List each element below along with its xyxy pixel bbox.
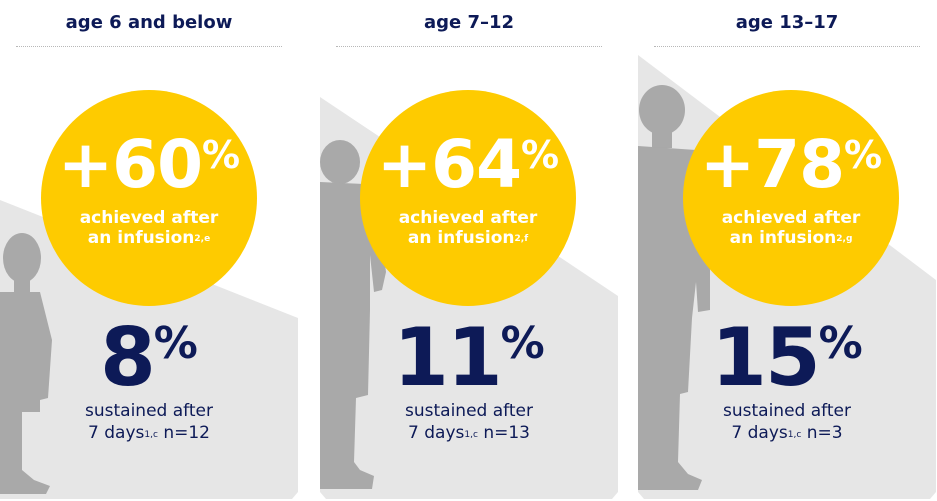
achieved-line-2-text: an infusion [407, 228, 515, 248]
achieved-value: +78 [699, 126, 845, 203]
achieved-percentage: +60% [41, 132, 257, 198]
achieved-line-2-text: an infusion [87, 228, 195, 248]
sustained-days: 7 days [408, 423, 465, 443]
achieved-line-1: achieved after [79, 208, 219, 228]
age-group-heading: age 6 and below [65, 12, 233, 33]
achieved-reference: 2,f [514, 234, 529, 244]
age-group-column-13-17: age 13–17 +78% achieved after an infusio… [638, 0, 936, 501]
sustained-percentage: 15% [638, 318, 936, 398]
achieved-line-2: an infusion2,e [41, 228, 257, 248]
sustained-percentage: 11% [320, 318, 618, 398]
achieved-line-2: an infusion2,g [683, 228, 899, 248]
sustained-unit: % [818, 318, 863, 369]
achieved-percentage: +64% [360, 132, 576, 198]
age-group-column-7-12: age 7–12 +64% achieved after an infusion… [320, 0, 618, 501]
achieved-value: +60 [57, 126, 203, 203]
sustained-reference: 1,c [787, 430, 802, 440]
sustained-line-1: sustained after [85, 401, 213, 421]
sustained-percentage: 8% [0, 318, 298, 398]
achieved-line-2: an infusion2,f [360, 228, 576, 248]
achieved-circle: +60% achieved after an infusion2,e [41, 90, 257, 306]
sustained-line-1: sustained after [723, 401, 851, 421]
child-silhouette-icon [0, 233, 52, 494]
achieved-reference: 2,e [194, 234, 211, 244]
sample-size: n=12 [157, 423, 210, 443]
achieved-value: +64 [376, 126, 522, 203]
achieved-line-1: achieved after [398, 208, 538, 228]
sustained-line-1: sustained after [405, 401, 533, 421]
sustained-value: 15 [711, 311, 820, 404]
achieved-percentage: +78% [683, 132, 899, 198]
dotted-divider [336, 46, 602, 47]
sample-size: n=3 [801, 423, 843, 443]
achieved-circle: +64% achieved after an infusion2,f [360, 90, 576, 306]
age-group-column-6-and-below: age 6 and below +60% achieved after an i… [0, 0, 298, 501]
achieved-circle: +78% achieved after an infusion2,g [683, 90, 899, 306]
achieved-line-1: achieved after [721, 208, 861, 228]
age-group-heading: age 7–12 [423, 12, 515, 33]
sustained-line-2: 7 days1,c n=3 [638, 422, 936, 444]
age-group-heading: age 13–17 [735, 12, 839, 33]
sustained-days: 7 days [731, 423, 788, 443]
sustained-line-2: 7 days1,c n=13 [320, 422, 618, 444]
sustained-unit: % [500, 318, 545, 369]
achieved-unit: % [202, 133, 241, 177]
sustained-line-2: 7 days1,c n=12 [0, 422, 298, 444]
sustained-reference: 1,c [464, 430, 478, 440]
achieved-unit: % [521, 133, 560, 177]
sustained-reference: 1,c [144, 430, 158, 440]
sustained-unit: % [153, 318, 198, 369]
achieved-unit: % [844, 133, 883, 177]
dotted-divider [654, 46, 920, 47]
child-silhouette-icon [320, 140, 386, 489]
sustained-value: 8 [100, 311, 156, 404]
sustained-value: 11 [393, 311, 502, 404]
sustained-days: 7 days [88, 423, 145, 443]
sample-size: n=13 [477, 423, 530, 443]
achieved-reference: 2,g [836, 234, 853, 244]
dotted-divider [16, 46, 282, 47]
achieved-line-2-text: an infusion [729, 228, 837, 248]
